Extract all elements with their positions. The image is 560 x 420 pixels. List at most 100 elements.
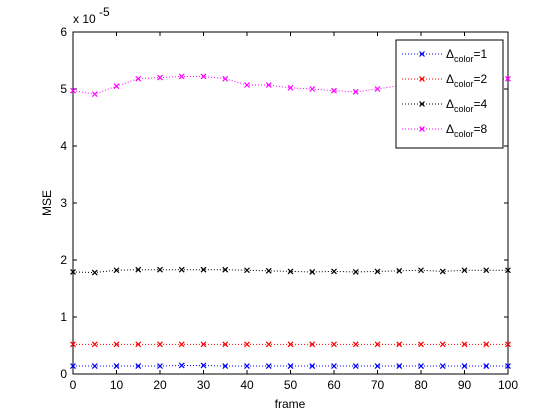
data-point <box>483 341 490 348</box>
data-point <box>157 341 163 348</box>
x-axis-label: frame <box>275 397 306 411</box>
data-point <box>396 267 403 274</box>
data-point <box>244 363 250 369</box>
x-tick-label: 70 <box>371 378 385 392</box>
data-point <box>461 363 468 369</box>
x-tick-label: 60 <box>327 378 341 392</box>
data-point <box>70 87 76 94</box>
data-point <box>113 363 120 369</box>
series-line <box>72 75 508 95</box>
y-axis-ticks: 0 1 2 3 4 5 6 <box>60 25 508 381</box>
x-tick-label: 80 <box>414 378 428 392</box>
data-point <box>200 266 207 273</box>
data-point <box>418 363 424 369</box>
x-tick-label: 10 <box>110 378 124 392</box>
data-point <box>287 341 294 348</box>
data-point <box>91 91 98 98</box>
data-point <box>439 268 446 275</box>
data-point <box>222 75 229 82</box>
data-point <box>135 341 142 348</box>
data-point <box>352 269 359 275</box>
data-point <box>200 73 207 80</box>
legend-label: Δcolor=1 <box>446 47 488 64</box>
data-point <box>396 363 403 369</box>
series-2 <box>70 341 511 348</box>
data-point <box>91 269 98 276</box>
data-point <box>331 363 337 369</box>
data-point <box>287 363 294 369</box>
series-1 <box>70 362 511 369</box>
y-tick-label: 6 <box>60 25 67 39</box>
legend-entry: Δcolor=8 <box>402 122 488 139</box>
x-axis-ticks: 0 10 20 30 40 50 60 70 80 90 100 <box>70 32 518 392</box>
series-line <box>72 269 508 274</box>
data-point <box>374 363 381 369</box>
data-point <box>178 341 185 348</box>
y-axis-scale-exponent: -5 <box>99 5 110 19</box>
data-point <box>91 363 98 369</box>
data-point <box>265 267 272 274</box>
data-point <box>287 268 294 275</box>
data-point <box>222 266 229 273</box>
data-point <box>135 266 142 273</box>
x-tick-label: 0 <box>70 378 77 392</box>
data-point <box>135 363 142 369</box>
data-point <box>244 82 250 88</box>
x-tick-label: 90 <box>458 378 472 392</box>
data-point <box>244 341 250 348</box>
y-axis-scale-base: x 10 <box>73 12 96 26</box>
legend-entry: Δcolor=2 <box>402 72 488 89</box>
data-point <box>505 75 511 82</box>
data-point <box>418 267 424 274</box>
data-point <box>135 75 142 82</box>
data-point <box>483 363 490 369</box>
series-line <box>73 364 508 367</box>
data-point <box>439 363 446 369</box>
y-tick-label: 2 <box>60 253 67 267</box>
x-tick-label: 20 <box>153 378 167 392</box>
data-point <box>505 363 511 369</box>
data-point <box>396 341 403 348</box>
data-point <box>70 363 76 369</box>
x-tick-label: 40 <box>240 378 254 392</box>
data-point <box>178 362 185 369</box>
data-point <box>222 341 229 348</box>
data-point <box>91 341 98 348</box>
data-point <box>331 268 337 275</box>
data-point <box>461 267 468 274</box>
data-point <box>113 341 120 348</box>
series-3 <box>70 266 511 276</box>
data-point <box>265 82 272 88</box>
data-point <box>374 341 381 348</box>
data-point <box>157 266 163 273</box>
data-point <box>157 74 163 81</box>
data-point <box>70 341 76 348</box>
y-tick-label: 0 <box>60 367 67 381</box>
legend-entry: Δcolor=1 <box>402 47 488 64</box>
y-axis-label: MSE <box>40 190 54 216</box>
data-point <box>157 363 163 369</box>
x-tick-label: 100 <box>498 378 518 392</box>
data-point <box>331 87 337 94</box>
legend-box <box>395 39 504 149</box>
data-point <box>461 341 468 348</box>
data-point <box>200 341 207 348</box>
legend-label: Δcolor=2 <box>446 72 488 89</box>
data-point <box>309 269 316 275</box>
data-point <box>70 269 76 275</box>
y-tick-label: 3 <box>60 196 67 210</box>
data-point <box>505 267 511 274</box>
y-tick-label: 1 <box>60 310 67 324</box>
data-point <box>178 73 185 80</box>
data-point <box>352 341 359 348</box>
data-point <box>309 341 316 348</box>
data-point <box>374 268 381 275</box>
y-tick-label: 4 <box>60 139 67 153</box>
data-point <box>309 86 316 92</box>
data-point <box>352 88 359 95</box>
legend-label: Δcolor=4 <box>446 97 488 114</box>
data-point <box>439 341 446 348</box>
data-point <box>222 363 229 369</box>
legend: Δcolor=1 Δcolor=2 Δcolor=4 Δcolor=8 <box>395 39 504 149</box>
